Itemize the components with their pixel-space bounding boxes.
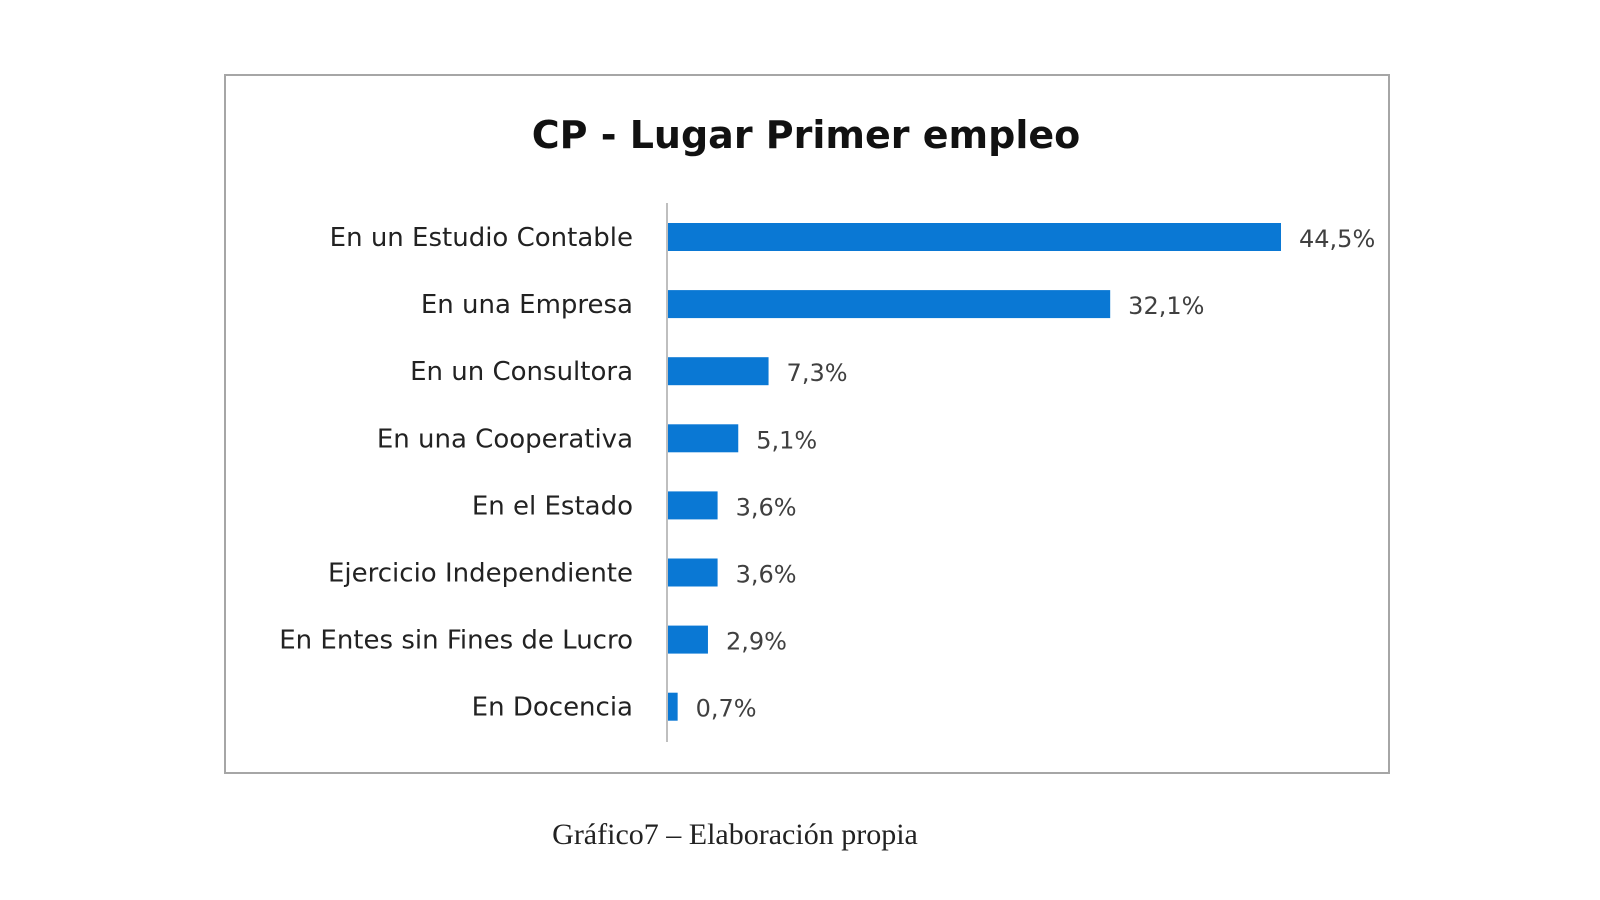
category-label: En Docencia (472, 693, 633, 723)
data-label: 0,7% (696, 695, 757, 723)
bar (668, 223, 1281, 251)
category-label: En un Consultora (410, 357, 633, 387)
category-label: En un Estudio Contable (330, 223, 633, 253)
data-label: 3,6% (736, 493, 797, 521)
category-label: En Entes sin Fines de Lucro (279, 626, 633, 656)
data-label: 32,1% (1128, 292, 1204, 320)
bar (668, 491, 718, 520)
bar (668, 558, 718, 587)
data-label: 2,9% (726, 628, 787, 656)
category-label: En el Estado (472, 491, 633, 521)
data-label: 5,1% (756, 426, 817, 454)
bar (668, 625, 708, 654)
figure-caption: Gráfico7 – Elaboración propia (552, 818, 918, 851)
category-label: Ejercicio Independiente (328, 559, 633, 589)
category-label: En una Cooperativa (377, 424, 633, 454)
bar (668, 424, 739, 453)
bar (668, 290, 1111, 319)
data-label: 7,3% (787, 359, 848, 387)
chart-frame (224, 74, 1390, 774)
bar (668, 692, 678, 721)
bar (668, 357, 769, 386)
data-label: 3,6% (736, 561, 797, 589)
data-label: 44,5% (1299, 225, 1375, 253)
chart-title: CP - Lugar Primer empleo (532, 113, 1080, 157)
category-label: En una Empresa (421, 290, 633, 320)
